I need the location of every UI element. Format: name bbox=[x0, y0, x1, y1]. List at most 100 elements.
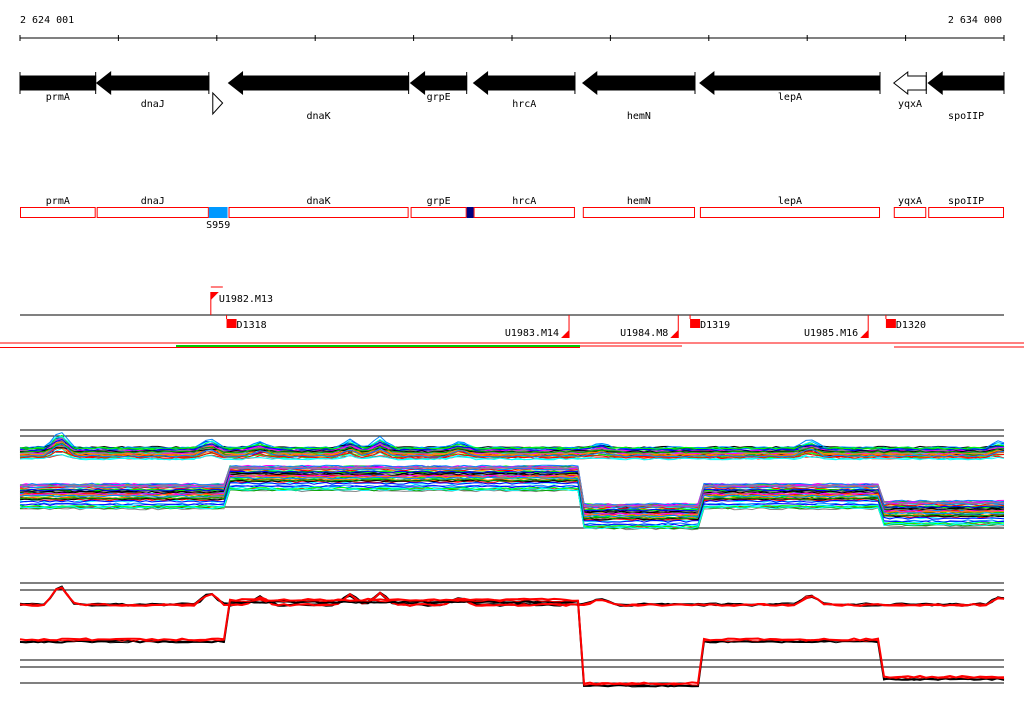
expression-trace bbox=[19, 485, 1005, 527]
gene-box-label: hemN bbox=[627, 196, 651, 207]
svg-text:U1984.M8: U1984.M8 bbox=[620, 328, 668, 339]
gene-box bbox=[410, 207, 467, 218]
gene-box bbox=[228, 207, 409, 218]
expression-trace bbox=[19, 470, 1005, 512]
gene-arrow bbox=[227, 70, 410, 96]
expression-trace bbox=[19, 442, 1005, 450]
gene-box-label: spoIIP bbox=[948, 196, 984, 207]
gene-box bbox=[699, 207, 881, 218]
gene-arrow bbox=[699, 70, 881, 96]
gene-label: yqxA bbox=[898, 99, 922, 110]
svg-text:D1318: D1318 bbox=[237, 320, 267, 331]
gene-arrow bbox=[472, 70, 576, 96]
gene-hrcA[interactable]: hrcA bbox=[472, 70, 576, 110]
gene-arrow bbox=[95, 70, 210, 96]
gene-box-label: grpE bbox=[427, 196, 451, 207]
gene-label: hrcA bbox=[512, 99, 536, 110]
gene-arrow bbox=[927, 70, 1005, 96]
annotation-block[interactable] bbox=[208, 207, 228, 218]
segment-D1319[interactable]: D1319 bbox=[689, 315, 730, 331]
gene-label: hemN bbox=[627, 111, 651, 122]
gene-track: prmA dnaJ dnaK grpE hrcA hemN lepA yqxA spoIIP bbox=[19, 70, 1005, 122]
svg-text:U1982.M13: U1982.M13 bbox=[219, 294, 273, 305]
gene-lepA[interactable]: lepA bbox=[699, 70, 881, 103]
expression-trace bbox=[19, 597, 1005, 686]
expression-trace bbox=[19, 488, 1005, 530]
gene-hemN[interactable]: hemN bbox=[581, 70, 696, 122]
ruler bbox=[19, 35, 1005, 41]
expression-trace bbox=[19, 445, 1005, 453]
gene-spoIIP[interactable]: spoIIP bbox=[927, 70, 1005, 122]
gene-box bbox=[582, 207, 695, 218]
expression-trace bbox=[19, 432, 1005, 450]
gene-box-spoIIP[interactable]: spoIIP bbox=[928, 196, 1004, 218]
ruler-start-label: 2 624 001 bbox=[20, 15, 74, 26]
segment-U1984.M8[interactable]: U1984.M8 bbox=[620, 315, 679, 339]
gene-box-prmA[interactable]: prmA bbox=[20, 196, 96, 218]
gene-dnaK[interactable]: dnaK bbox=[227, 70, 410, 122]
gene-box bbox=[928, 207, 1004, 218]
expression-trace bbox=[19, 599, 1005, 688]
expression-trace bbox=[19, 451, 1005, 459]
gene-arrow bbox=[892, 70, 927, 96]
svg-text:U1985.M16: U1985.M16 bbox=[804, 328, 858, 339]
gene-box bbox=[96, 207, 209, 218]
gene-label: lepA bbox=[778, 92, 802, 103]
segment-D1320[interactable]: D1320 bbox=[885, 315, 926, 331]
small-feature-arrow[interactable] bbox=[212, 91, 224, 116]
expression-trace bbox=[19, 474, 1005, 516]
expression-trace bbox=[19, 466, 1005, 508]
gene-box-label: lepA bbox=[778, 196, 802, 207]
segment-U1982.M13[interactable]: U1982.M13 bbox=[210, 286, 273, 315]
svg-text:D1320: D1320 bbox=[896, 320, 926, 331]
gene-box-label: yqxA bbox=[898, 196, 922, 207]
expression-trace bbox=[19, 599, 1005, 686]
ruler-end-label: 2 634 000 bbox=[948, 15, 1002, 26]
segment-U1983.M14[interactable]: U1983.M14 bbox=[505, 315, 570, 339]
gene-label: prmA bbox=[46, 92, 70, 103]
gene-prmA[interactable]: prmA bbox=[19, 72, 97, 103]
gene-box bbox=[893, 207, 927, 218]
annotation-block[interactable] bbox=[466, 207, 474, 218]
gene-dnaJ[interactable]: dnaJ bbox=[95, 70, 210, 110]
gene-arrow bbox=[19, 72, 97, 94]
gene-box bbox=[473, 207, 575, 218]
annotation-label: S959 bbox=[206, 220, 230, 231]
gene-box-grpE[interactable]: grpE bbox=[410, 196, 467, 218]
gene-box-dnaK[interactable]: dnaK bbox=[228, 196, 409, 218]
gene-box-hrcA[interactable]: hrcA bbox=[473, 196, 575, 218]
gene-box-dnaJ[interactable]: dnaJ bbox=[96, 196, 209, 218]
expression-trace bbox=[19, 586, 1005, 607]
expression-trace bbox=[19, 478, 1005, 520]
expression-trace bbox=[19, 481, 1005, 523]
expression-trace bbox=[19, 442, 1005, 454]
segment-D1318[interactable]: D1318 bbox=[226, 315, 267, 331]
segment-U1985.M16[interactable]: U1985.M16 bbox=[804, 315, 869, 339]
expression-trace bbox=[19, 486, 1005, 528]
gene-grpE[interactable]: grpE bbox=[409, 70, 468, 103]
segment-track: U1982.M13 D1318 U1983.M14 D1319 U1984.M8 U198… bbox=[0, 286, 1024, 348]
gene-box-label: dnaJ bbox=[141, 196, 165, 207]
expression-trace bbox=[19, 587, 1005, 607]
gene-label: dnaK bbox=[307, 111, 331, 122]
gene-yqxA[interactable]: yqxA bbox=[892, 70, 927, 110]
svg-text:U1983.M14: U1983.M14 bbox=[505, 328, 559, 339]
gene-label: dnaJ bbox=[141, 99, 165, 110]
expression-trace bbox=[19, 600, 1005, 688]
expression-trace bbox=[19, 472, 1005, 514]
expression-trace bbox=[19, 443, 1005, 458]
gene-arrow bbox=[409, 70, 468, 96]
gene-box bbox=[20, 207, 96, 218]
expression-trace bbox=[19, 476, 1005, 518]
gene-box-hemN[interactable]: hemN bbox=[582, 196, 695, 218]
gene-box-label: dnaK bbox=[307, 196, 331, 207]
svg-text:D1319: D1319 bbox=[700, 320, 730, 331]
gene-box-lepA[interactable]: lepA bbox=[699, 196, 881, 218]
expression-tracks bbox=[19, 429, 1005, 688]
gene-box-label: prmA bbox=[46, 196, 70, 207]
gene-box-track: prmA dnaJ dnaK grpE hrcA hemN lepA yqxA spoIIP S9… bbox=[20, 196, 1004, 231]
expression-trace bbox=[19, 454, 1005, 461]
gene-box-yqxA[interactable]: yqxA bbox=[893, 196, 927, 218]
